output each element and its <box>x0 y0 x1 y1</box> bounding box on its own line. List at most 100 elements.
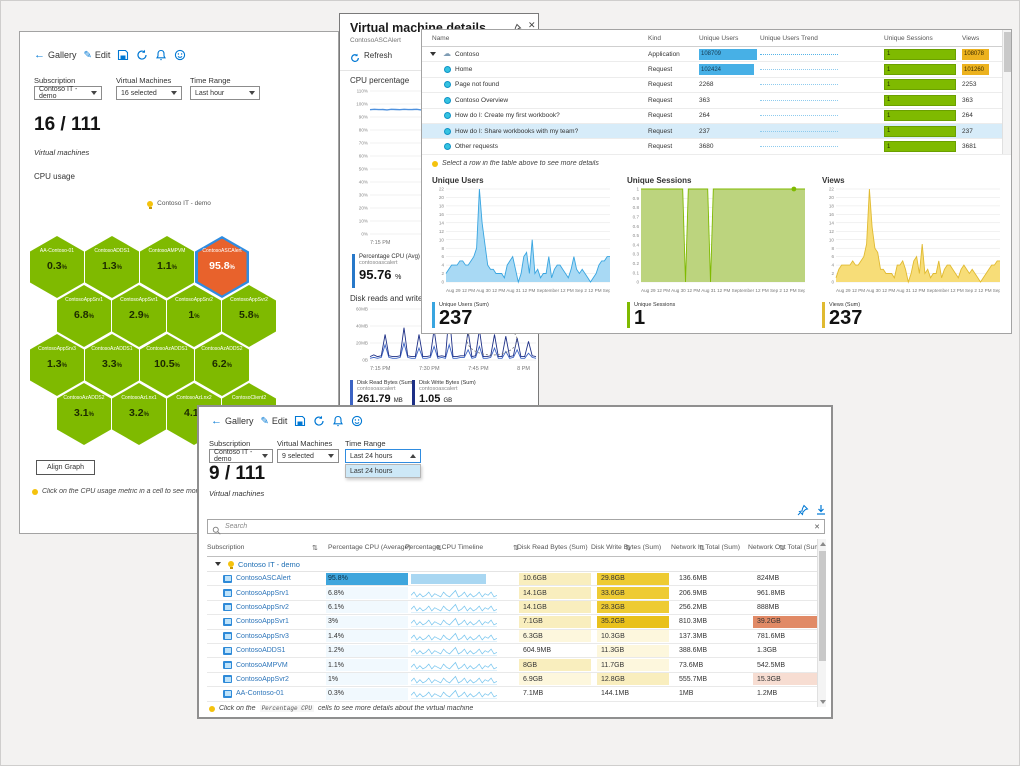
feedback-smiley-icon[interactable] <box>351 415 363 427</box>
alert-icon[interactable] <box>155 49 167 61</box>
scroll-down-icon[interactable] <box>820 700 826 704</box>
vm-row-contosoappsrv3[interactable]: ContosoAppSrv3 1.4% 6.3GB 10.3GB 137.3MB 781.… <box>207 630 817 644</box>
cpu-cell[interactable]: 0.3% <box>326 687 408 700</box>
vm-row-contosoappsvr1[interactable]: ContosoAppSvr1 3% 7.1GB 35.2GB 810.3MB 39.2GB <box>207 615 823 630</box>
column-header-1[interactable]: Percentage CPU (Average) <box>328 544 411 551</box>
vm-row-contosoadds1[interactable]: ContosoADDS1 1.2% 604.9MB 11.3GB 388.6MB 1.3G… <box>207 644 817 659</box>
insights-row-home[interactable]: Home Request 102424 1 101260 <box>422 62 1011 78</box>
refresh-button[interactable]: Refresh <box>350 50 392 62</box>
vm-name[interactable]: ContosoAppSvr1 <box>236 618 289 626</box>
cpu-cell[interactable]: 1.2% <box>326 644 408 657</box>
feedback-smiley-icon[interactable] <box>174 49 186 61</box>
column-header-5[interactable]: Views <box>962 35 980 42</box>
time-range-option[interactable]: Last 24 hours <box>346 465 420 477</box>
vm-row-contosoascalert[interactable]: ContosoASCAlert 95.8% 10.6GB 29.8GB 136.6MB 8… <box>207 572 817 587</box>
cpu-cell[interactable]: 1.4% <box>326 630 408 643</box>
column-header-4[interactable]: Unique Sessions <box>884 35 933 42</box>
vm-row-contosoappsrv1[interactable]: ContosoAppSrv1 6.8% 14.1GB 33.6GB 206.9MB 961… <box>207 586 817 601</box>
scrollbar-thumb[interactable] <box>819 551 826 661</box>
vm-name[interactable]: ContosoAppSrv3 <box>236 632 289 640</box>
vm-hex-ContosoAMPVM[interactable]: ContosoAMPVM 1.1% <box>140 236 194 298</box>
clear-search-icon[interactable]: ✕ <box>814 523 820 531</box>
vm-hex-AA-Contoso-01[interactable]: AA-Contoso-01 0.3% <box>30 236 84 298</box>
column-header-0[interactable]: Subscription <box>207 544 245 551</box>
cpu-cell[interactable]: 3% <box>326 615 408 628</box>
column-header-6[interactable]: Network Out Total (Sum) <box>748 544 823 551</box>
vm-filter-select[interactable]: 16 selected <box>116 86 182 100</box>
vm-name[interactable]: ContosoASCAlert <box>236 575 291 583</box>
column-header-4[interactable]: Disk Write Bytes (Sum) <box>591 544 662 551</box>
vm-hex-ContosoAzADDS2[interactable]: ContosoAzADDS2 6.2% <box>195 334 249 396</box>
vm-row-aa-contoso-01[interactable]: AA-Contoso-01 0.3% 7.1MB 144.1MB 1MB 1.2MB <box>207 687 817 702</box>
refresh-icon[interactable] <box>313 415 325 427</box>
vm-name[interactable]: AA-Contoso-01 <box>236 690 284 698</box>
refresh-icon[interactable] <box>136 49 148 61</box>
vm-name[interactable]: ContosoAppSrv1 <box>236 589 289 597</box>
scroll-up-icon[interactable] <box>820 542 826 546</box>
column-header-2[interactable]: Percentage CPU Timeline <box>405 544 484 551</box>
vm-row-contosoappsrv2[interactable]: ContosoAppSrv2 6.1% 14.1GB 28.3GB 256.2MB 888… <box>207 601 817 616</box>
cpu-cell[interactable]: 1% <box>326 673 408 686</box>
vm-name[interactable]: ContosoAppSvr2 <box>236 675 289 683</box>
time-filter-select[interactable]: Last 24 hours <box>345 449 421 463</box>
scrollbar-thumb[interactable] <box>1004 32 1011 72</box>
vm-name[interactable]: ContosoAMPVM <box>236 661 288 669</box>
insights-scrollbar[interactable] <box>1002 30 1011 154</box>
cpu-cell[interactable]: 6.8% <box>326 586 408 600</box>
vm-row-contosoappsvr2[interactable]: ContosoAppSvr2 1% 6.9GB 12.8GB 555.7MB 15.3GB <box>207 673 823 688</box>
column-header-3[interactable]: Disk Read Bytes (Sum) <box>517 544 588 551</box>
insights-row-how-do-i-share-workbooks-with-my-team-[interactable]: How do I: Share workbooks with my team? R… <box>422 123 1011 140</box>
expander-icon[interactable] <box>215 562 221 566</box>
column-header-3[interactable]: Unique Users Trend <box>760 35 818 42</box>
insights-row-contoso[interactable]: ☁ Contoso Application 108709 1 108078 <box>422 47 1011 63</box>
vm-hex-ContosoAppSrv2[interactable]: ContosoAppSrv2 1% <box>167 285 221 347</box>
sort-icon[interactable]: ⇅ <box>436 545 442 552</box>
edit-button[interactable]: ✎ Edit <box>83 49 111 61</box>
insights-row-how-do-i-create-my-first-workbook-[interactable]: How do I: Create my first workbook? Reque… <box>422 108 1011 124</box>
sort-icon[interactable]: ⇅ <box>312 545 318 552</box>
subscription-filter-select[interactable]: Contoso IT - demo <box>209 449 273 463</box>
insights-row-contoso-overview[interactable]: Contoso Overview Request 363 1 363 <box>422 93 1011 109</box>
expander-icon[interactable] <box>430 52 436 57</box>
vm-hex-ContosoAppSvr2[interactable]: ContosoAppSvr2 5.8% <box>222 285 276 347</box>
sort-icon[interactable]: ⇅ <box>625 545 631 552</box>
column-header-5[interactable]: Network In Total (Sum) <box>671 544 740 551</box>
edit-button[interactable]: ✎ Edit <box>260 415 288 427</box>
vm-row-contosoampvm[interactable]: ContosoAMPVM 1.1% 8GB 11.7GB 73.6MB 542.5MB <box>207 658 817 673</box>
pin-icon[interactable] <box>797 503 809 516</box>
subscription-group-row[interactable]: Contoso IT - demo <box>207 557 817 572</box>
vm-hex-ContosoAzADDS2[interactable]: ContosoAzADDS2 3.1% <box>57 383 111 445</box>
save-icon[interactable] <box>294 415 306 427</box>
cpu-cell[interactable]: 1.1% <box>326 658 408 672</box>
column-header-2[interactable]: Unique Users <box>699 35 739 42</box>
insights-row-other-requests[interactable]: Other requests Request 3680 1 3681 <box>422 139 1011 155</box>
sort-icon[interactable]: ⇅ <box>699 545 705 552</box>
vm-hex-ContosoAppSvr1[interactable]: ContosoAppSvr1 2.9% <box>112 285 166 347</box>
table-scrollbar[interactable] <box>817 539 826 707</box>
vm-hex-ContosoAzLnx1[interactable]: ContosoAzLnx1 3.2% <box>112 383 166 445</box>
vm-name[interactable]: ContosoAppSrv2 <box>236 603 289 611</box>
gallery-back-button[interactable]: ← Gallery <box>211 415 254 427</box>
vm-name[interactable]: ContosoADDS1 <box>236 647 286 655</box>
sort-icon[interactable]: ⇅ <box>779 545 785 552</box>
vm-hex-ContosoAppSrv1[interactable]: ContosoAppSrv1 6.8% <box>57 285 111 347</box>
alert-icon[interactable] <box>332 415 344 427</box>
column-header-0[interactable]: Name <box>432 35 450 42</box>
insights-row-page-not-found[interactable]: Page not found Request 2268 1 2253 <box>422 77 1011 94</box>
align-graph-button[interactable]: Align Graph <box>36 460 95 475</box>
gallery-back-button[interactable]: ← Gallery <box>34 49 77 61</box>
vm-hex-ContosoAppSrv3[interactable]: ContosoAppSrv3 1.3% <box>30 334 84 396</box>
vm-hex-ContosoASCAlert[interactable]: ContosoASCAlert 95.8% <box>195 236 249 298</box>
sort-icon[interactable]: ⇅ <box>513 545 519 552</box>
subscription-filter-select[interactable]: Contoso IT - demo <box>34 86 102 100</box>
vm-hex-ContosoAzADDS1[interactable]: ContosoAzADDS1 3.3% <box>85 334 139 396</box>
time-filter-select[interactable]: Last hour <box>190 86 260 100</box>
cpu-cell[interactable]: 95.8% <box>326 572 408 585</box>
vm-hex-ContosoAzADDS1[interactable]: ContosoAzADDS1 10.5% <box>140 334 194 396</box>
export-icon[interactable] <box>815 503 827 515</box>
search-input[interactable]: Search ✕ <box>207 519 825 535</box>
close-icon[interactable]: ✕ <box>528 20 536 30</box>
save-icon[interactable] <box>117 49 129 61</box>
column-header-1[interactable]: Kind <box>648 35 662 42</box>
cpu-cell[interactable]: 6.1% <box>326 601 408 614</box>
